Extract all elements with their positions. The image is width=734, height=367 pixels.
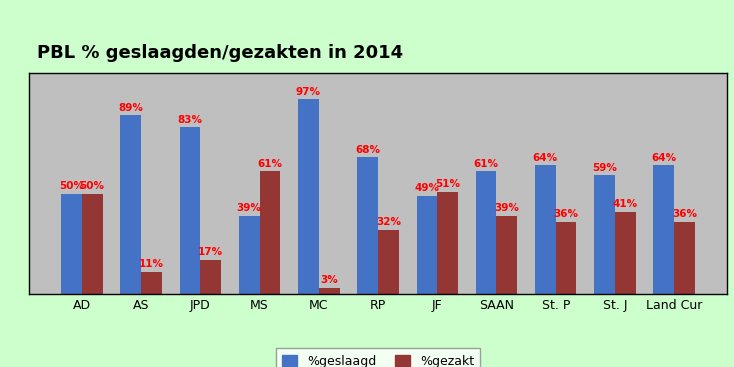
Bar — [357, 157, 378, 294]
Bar — [260, 171, 280, 294]
Text: 89%: 89% — [118, 103, 143, 113]
Text: PBL % geslaagden/gezakten in 2014: PBL % geslaagden/gezakten in 2014 — [37, 44, 403, 62]
Text: 50%: 50% — [80, 181, 105, 191]
Bar — [595, 175, 615, 294]
Bar — [239, 215, 260, 294]
Text: 50%: 50% — [59, 181, 84, 191]
Legend: %geslaagd, %gezakt: %geslaagd, %gezakt — [276, 348, 480, 367]
Bar — [120, 116, 141, 294]
Text: 64%: 64% — [533, 153, 558, 163]
Text: 36%: 36% — [553, 209, 578, 219]
Text: 3%: 3% — [320, 275, 338, 285]
Bar — [496, 215, 517, 294]
Bar — [476, 171, 496, 294]
Text: 83%: 83% — [178, 115, 203, 125]
Text: 61%: 61% — [473, 159, 498, 169]
Bar — [61, 193, 81, 294]
Bar — [556, 222, 576, 294]
Text: 97%: 97% — [296, 87, 321, 97]
Text: 68%: 68% — [355, 145, 380, 155]
Bar — [378, 229, 399, 294]
Bar — [535, 166, 556, 294]
Bar — [615, 211, 636, 294]
Bar — [437, 192, 458, 294]
Text: 39%: 39% — [495, 203, 519, 213]
Bar — [81, 193, 103, 294]
Text: 32%: 32% — [376, 217, 401, 227]
Text: 36%: 36% — [672, 209, 697, 219]
Bar — [141, 272, 161, 294]
Text: 17%: 17% — [198, 247, 223, 257]
Text: 39%: 39% — [237, 203, 261, 213]
Bar — [180, 127, 200, 294]
Bar — [675, 222, 695, 294]
Text: 51%: 51% — [435, 179, 460, 189]
Text: 61%: 61% — [258, 159, 283, 169]
Bar — [416, 196, 437, 294]
Bar — [653, 166, 675, 294]
Text: 49%: 49% — [415, 183, 440, 193]
Bar — [298, 99, 319, 294]
Bar — [319, 288, 340, 294]
Text: 41%: 41% — [613, 199, 638, 209]
Bar — [200, 259, 221, 294]
Text: 11%: 11% — [139, 259, 164, 269]
Text: 59%: 59% — [592, 163, 617, 173]
Text: 64%: 64% — [651, 153, 677, 163]
